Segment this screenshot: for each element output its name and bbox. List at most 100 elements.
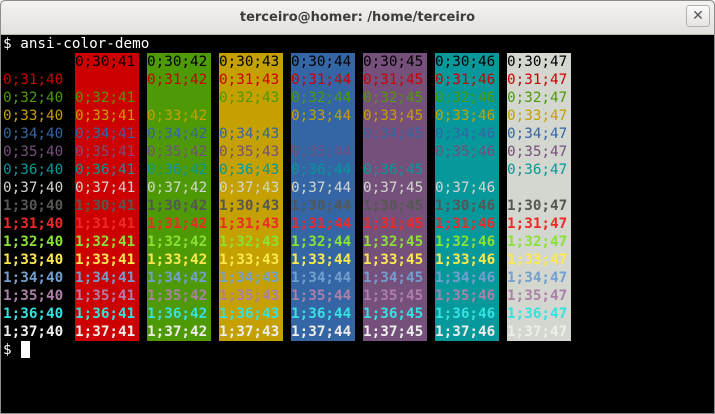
demo-cell: 1;34;47: [507, 270, 568, 286]
demo-cell: 0;31;47: [507, 72, 568, 88]
demo-cell: 1;30;41: [75, 198, 136, 214]
demo-cell: 0;35;42: [147, 144, 208, 160]
header-cell-1: 0;30;41: [75, 54, 136, 70]
demo-cell: 1;34;44: [291, 270, 352, 286]
demo-cell: 1;32;43: [219, 234, 280, 250]
window-title: terceiro@homer: /home/terceiro: [239, 10, 476, 25]
demo-cell: 1;35;43: [219, 288, 280, 304]
demo-cell: 1;35;40: [3, 288, 64, 304]
demo-cell: 0;36;43: [219, 162, 280, 178]
demo-cell: 1;33;45: [363, 252, 424, 268]
color-demo-grid: 0;30;41 0;30;42 0;30;43 0;30;44 0;30;45 0;30;…: [3, 53, 583, 341]
demo-cell: 0;34;40: [3, 126, 64, 142]
demo-cell: 1;34;45: [363, 270, 424, 286]
demo-cell: 1;37;43: [219, 324, 280, 340]
demo-cell: 0;37;41: [75, 180, 136, 196]
demo-cell: 0;31;44: [291, 72, 352, 88]
column-bg-1: [75, 53, 139, 341]
demo-cell: 1;35;41: [75, 288, 136, 304]
command-line: $ ansi-color-demo: [3, 36, 150, 52]
demo-cell: 0;33;46: [435, 108, 496, 124]
demo-cell: 1;30;44: [291, 198, 352, 214]
demo-cell: 0;36;45: [363, 162, 424, 178]
demo-cell: 1;36;47: [507, 306, 568, 322]
demo-cell: 0;32;43: [219, 90, 280, 106]
demo-cell: 1;36;40: [3, 306, 64, 322]
demo-cell: 0;35;47: [507, 144, 568, 160]
header-cell-2: 0;30;42: [147, 54, 208, 70]
demo-cell: 0;34;45: [363, 126, 424, 142]
title-bar[interactable]: terceiro@homer: /home/terceiro ✕: [1, 1, 714, 35]
demo-cell: 1;34;40: [3, 270, 64, 286]
demo-cell: 0;35;40: [3, 144, 64, 160]
demo-cell: 0;33;44: [291, 108, 352, 124]
demo-cell: 0;36;44: [291, 162, 352, 178]
demo-cell: 0;35;43: [219, 144, 280, 160]
demo-cell: 1;33;41: [75, 252, 136, 268]
demo-cell: 1;30;45: [363, 198, 424, 214]
demo-cell: 0;33;43: [219, 108, 280, 124]
demo-cell: 1;34;42: [147, 270, 208, 286]
demo-cell: 0;37;40: [3, 180, 64, 196]
demo-cell: 0;33;40: [3, 108, 64, 124]
close-icon: ✕: [692, 8, 704, 24]
demo-cell: 1;33;43: [219, 252, 280, 268]
demo-cell: 0;35;44: [291, 144, 352, 160]
demo-cell: 0;32;45: [363, 90, 424, 106]
demo-cell: 0;34;43: [219, 126, 280, 142]
demo-cell: 0;37;46: [435, 180, 496, 196]
demo-cell: 1;35;47: [507, 288, 568, 304]
demo-cell: 1;32;45: [363, 234, 424, 250]
demo-cell: 1;30;40: [3, 198, 64, 214]
demo-cell: 0;36;41: [75, 162, 136, 178]
demo-cell: 1;34;41: [75, 270, 136, 286]
demo-cell: 1;33;40: [3, 252, 64, 268]
demo-cell: 1;37;44: [291, 324, 352, 340]
header-cell-7: 0;30;47: [507, 54, 568, 70]
header-cell-5: 0;30;45: [363, 54, 424, 70]
demo-cell: 0;34;42: [147, 126, 208, 142]
column-bg-3: [219, 53, 283, 341]
demo-cell: 0;37;43: [219, 180, 280, 196]
demo-cell: 1;35;42: [147, 288, 208, 304]
demo-cell: 0;32;40: [3, 90, 64, 106]
demo-cell: 1;37;47: [507, 324, 568, 340]
demo-cell: 1;30;47: [507, 198, 568, 214]
demo-cell: 0;34;47: [507, 126, 568, 142]
demo-cell: 1;33;46: [435, 252, 496, 268]
demo-cell: 0;34;41: [75, 126, 136, 142]
terminal-area[interactable]: $ ansi-color-demo 0;30;41 0;30;42 0;30;43 0…: [1, 35, 714, 413]
demo-cell: 0;32;46: [435, 90, 496, 106]
demo-cell: 0;37;45: [363, 180, 424, 196]
demo-cell: 1;31;41: [75, 216, 136, 232]
demo-cell: 1;37;41: [75, 324, 136, 340]
close-button[interactable]: ✕: [686, 5, 710, 27]
demo-cell: 1;33;47: [507, 252, 568, 268]
demo-cell: 1;36;44: [291, 306, 352, 322]
demo-cell: 0;35;41: [75, 144, 136, 160]
demo-cell: 1;36;45: [363, 306, 424, 322]
demo-cell: 1;37;42: [147, 324, 208, 340]
demo-cell: 1;30;46: [435, 198, 496, 214]
demo-cell: 1;32;41: [75, 234, 136, 250]
demo-cell: 0;34;44: [291, 126, 352, 142]
demo-cell: 0;32;47: [507, 90, 568, 106]
header-cell-6: 0;30;46: [435, 54, 496, 70]
demo-cell: 1;31;44: [291, 216, 352, 232]
demo-cell: 0;31;46: [435, 72, 496, 88]
demo-cell: 0;31;45: [363, 72, 424, 88]
demo-cell: 0;31;42: [147, 72, 208, 88]
scrollbar[interactable]: [708, 35, 714, 413]
demo-cell: 1;30;43: [219, 198, 280, 214]
demo-cell: 0;35;45: [363, 144, 424, 160]
column-bg-6: [435, 53, 499, 341]
demo-cell: 1;31;45: [363, 216, 424, 232]
demo-cell: 1;34;46: [435, 270, 496, 286]
demo-cell: 0;32;42: [147, 90, 208, 106]
demo-cell: 0;37;44: [291, 180, 352, 196]
header-cell-3: 0;30;43: [219, 54, 280, 70]
demo-cell: 1;32;46: [435, 234, 496, 250]
demo-cell: 0;33;47: [507, 108, 568, 124]
demo-cell: 0;33;41: [75, 108, 136, 124]
